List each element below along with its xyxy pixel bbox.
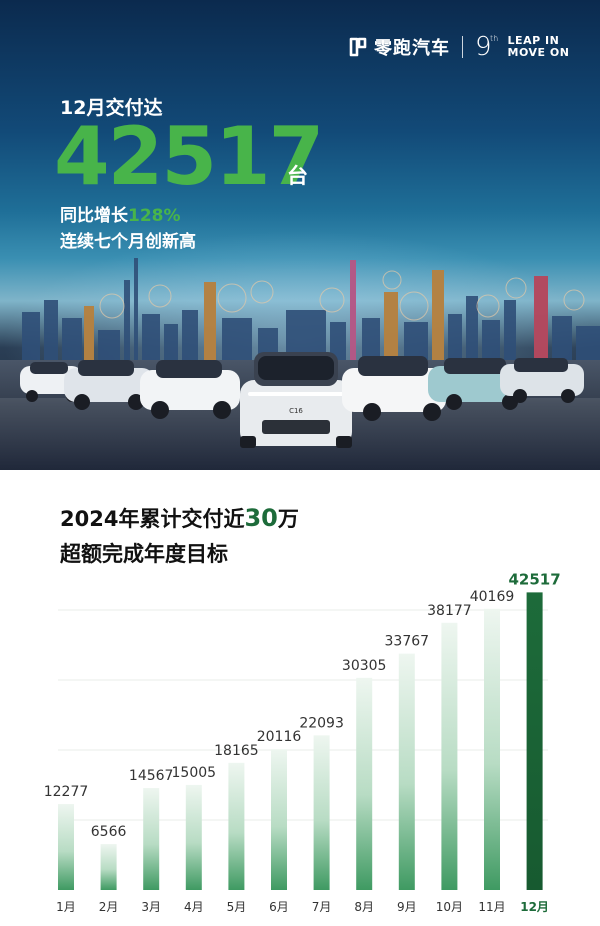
bar-1 xyxy=(58,804,74,890)
x-tick-label-2: 2月 xyxy=(99,900,119,914)
car-c10 xyxy=(64,360,154,410)
chart-title-prefix: 2024年累计交付近 xyxy=(60,507,245,531)
hero-yoy: 同比增长128% xyxy=(60,201,181,226)
yoy-prefix: 同比增长 xyxy=(60,206,128,226)
x-tick-label-1: 1月 xyxy=(56,900,76,914)
tagline-line2: MOVE ON xyxy=(507,46,570,59)
hero-big-number: 42517 xyxy=(54,110,324,203)
x-tick-label-7: 7月 xyxy=(312,900,332,914)
x-tick-label-4: 4月 xyxy=(184,900,204,914)
bar-12 xyxy=(526,592,543,890)
car-badge: C16 xyxy=(289,407,303,415)
bar-5 xyxy=(228,762,245,890)
bar-value-label-8: 30305 xyxy=(342,658,387,674)
brand-tagline: LEAP IN MOVE ON xyxy=(508,35,570,59)
yoy-value: 128% xyxy=(128,206,181,226)
bar-value-label-7: 22093 xyxy=(299,715,344,731)
x-tick-label-5: 5月 xyxy=(227,900,247,914)
x-tick-label-11: 11月 xyxy=(478,900,505,914)
car-lineup: C16 xyxy=(20,352,584,448)
car-b10 xyxy=(500,358,584,403)
chart-grid xyxy=(58,609,548,821)
hero-streak: 连续七个月创新高 xyxy=(60,232,196,252)
car-c11 xyxy=(140,360,240,419)
car-c16: C16 xyxy=(240,352,352,448)
anniversary-number: 9 xyxy=(475,32,492,62)
bar-value-label-11: 40169 xyxy=(470,589,515,605)
chart-title-suffix: 万 xyxy=(277,507,299,531)
bar-value-label-5: 18165 xyxy=(214,743,259,759)
chart-title: 2024年累计交付近30万 xyxy=(60,503,299,533)
x-tick-label-6: 6月 xyxy=(269,900,289,914)
x-tick-label-12: 12月 xyxy=(520,900,549,914)
x-tick-label-9: 9月 xyxy=(397,900,417,914)
bar-2 xyxy=(100,844,117,890)
tagline-line1: LEAP IN xyxy=(507,34,560,47)
bar-value-label-1: 12277 xyxy=(44,784,89,800)
hero-subtitle: 12月交付达 xyxy=(60,97,163,119)
chart-x-labels: 1月 2月 3月 4月 5月 6月 7月 8月 9月 10月 11月 12月 xyxy=(56,900,549,914)
brand-name: 零跑汽车 xyxy=(374,38,450,59)
bar-11 xyxy=(484,608,500,890)
bar-value-label-10: 38177 xyxy=(427,603,472,619)
bar-value-label-6: 20116 xyxy=(257,729,302,745)
x-tick-label-10: 10月 xyxy=(436,900,463,914)
bar-8 xyxy=(356,677,373,890)
leapmotor-logo-icon xyxy=(349,37,367,57)
bar-3 xyxy=(143,788,160,890)
chart-bars xyxy=(58,592,543,890)
chart-title-highlight: 30 xyxy=(244,504,278,532)
x-tick-label-3: 3月 xyxy=(141,900,161,914)
anniversary-suffix: th xyxy=(490,34,499,43)
brand-divider xyxy=(462,36,463,58)
chart-subtitle: 超额完成年度目标 xyxy=(60,542,228,566)
hero-unit: 台 xyxy=(287,164,308,188)
bar-value-label-4: 15005 xyxy=(172,765,217,781)
car-c16-white xyxy=(342,356,446,421)
x-tick-label-8: 8月 xyxy=(354,900,374,914)
bar-value-label-2: 6566 xyxy=(91,824,127,840)
bar-4 xyxy=(185,784,202,890)
bar-value-label-9: 33767 xyxy=(385,634,430,650)
bar-value-label-3: 14567 xyxy=(129,768,174,784)
bar-value-label-12: 42517 xyxy=(509,570,561,588)
bar-10 xyxy=(441,622,458,890)
bar-9 xyxy=(398,653,415,890)
bar-6 xyxy=(271,749,287,890)
bar-7 xyxy=(313,735,330,890)
